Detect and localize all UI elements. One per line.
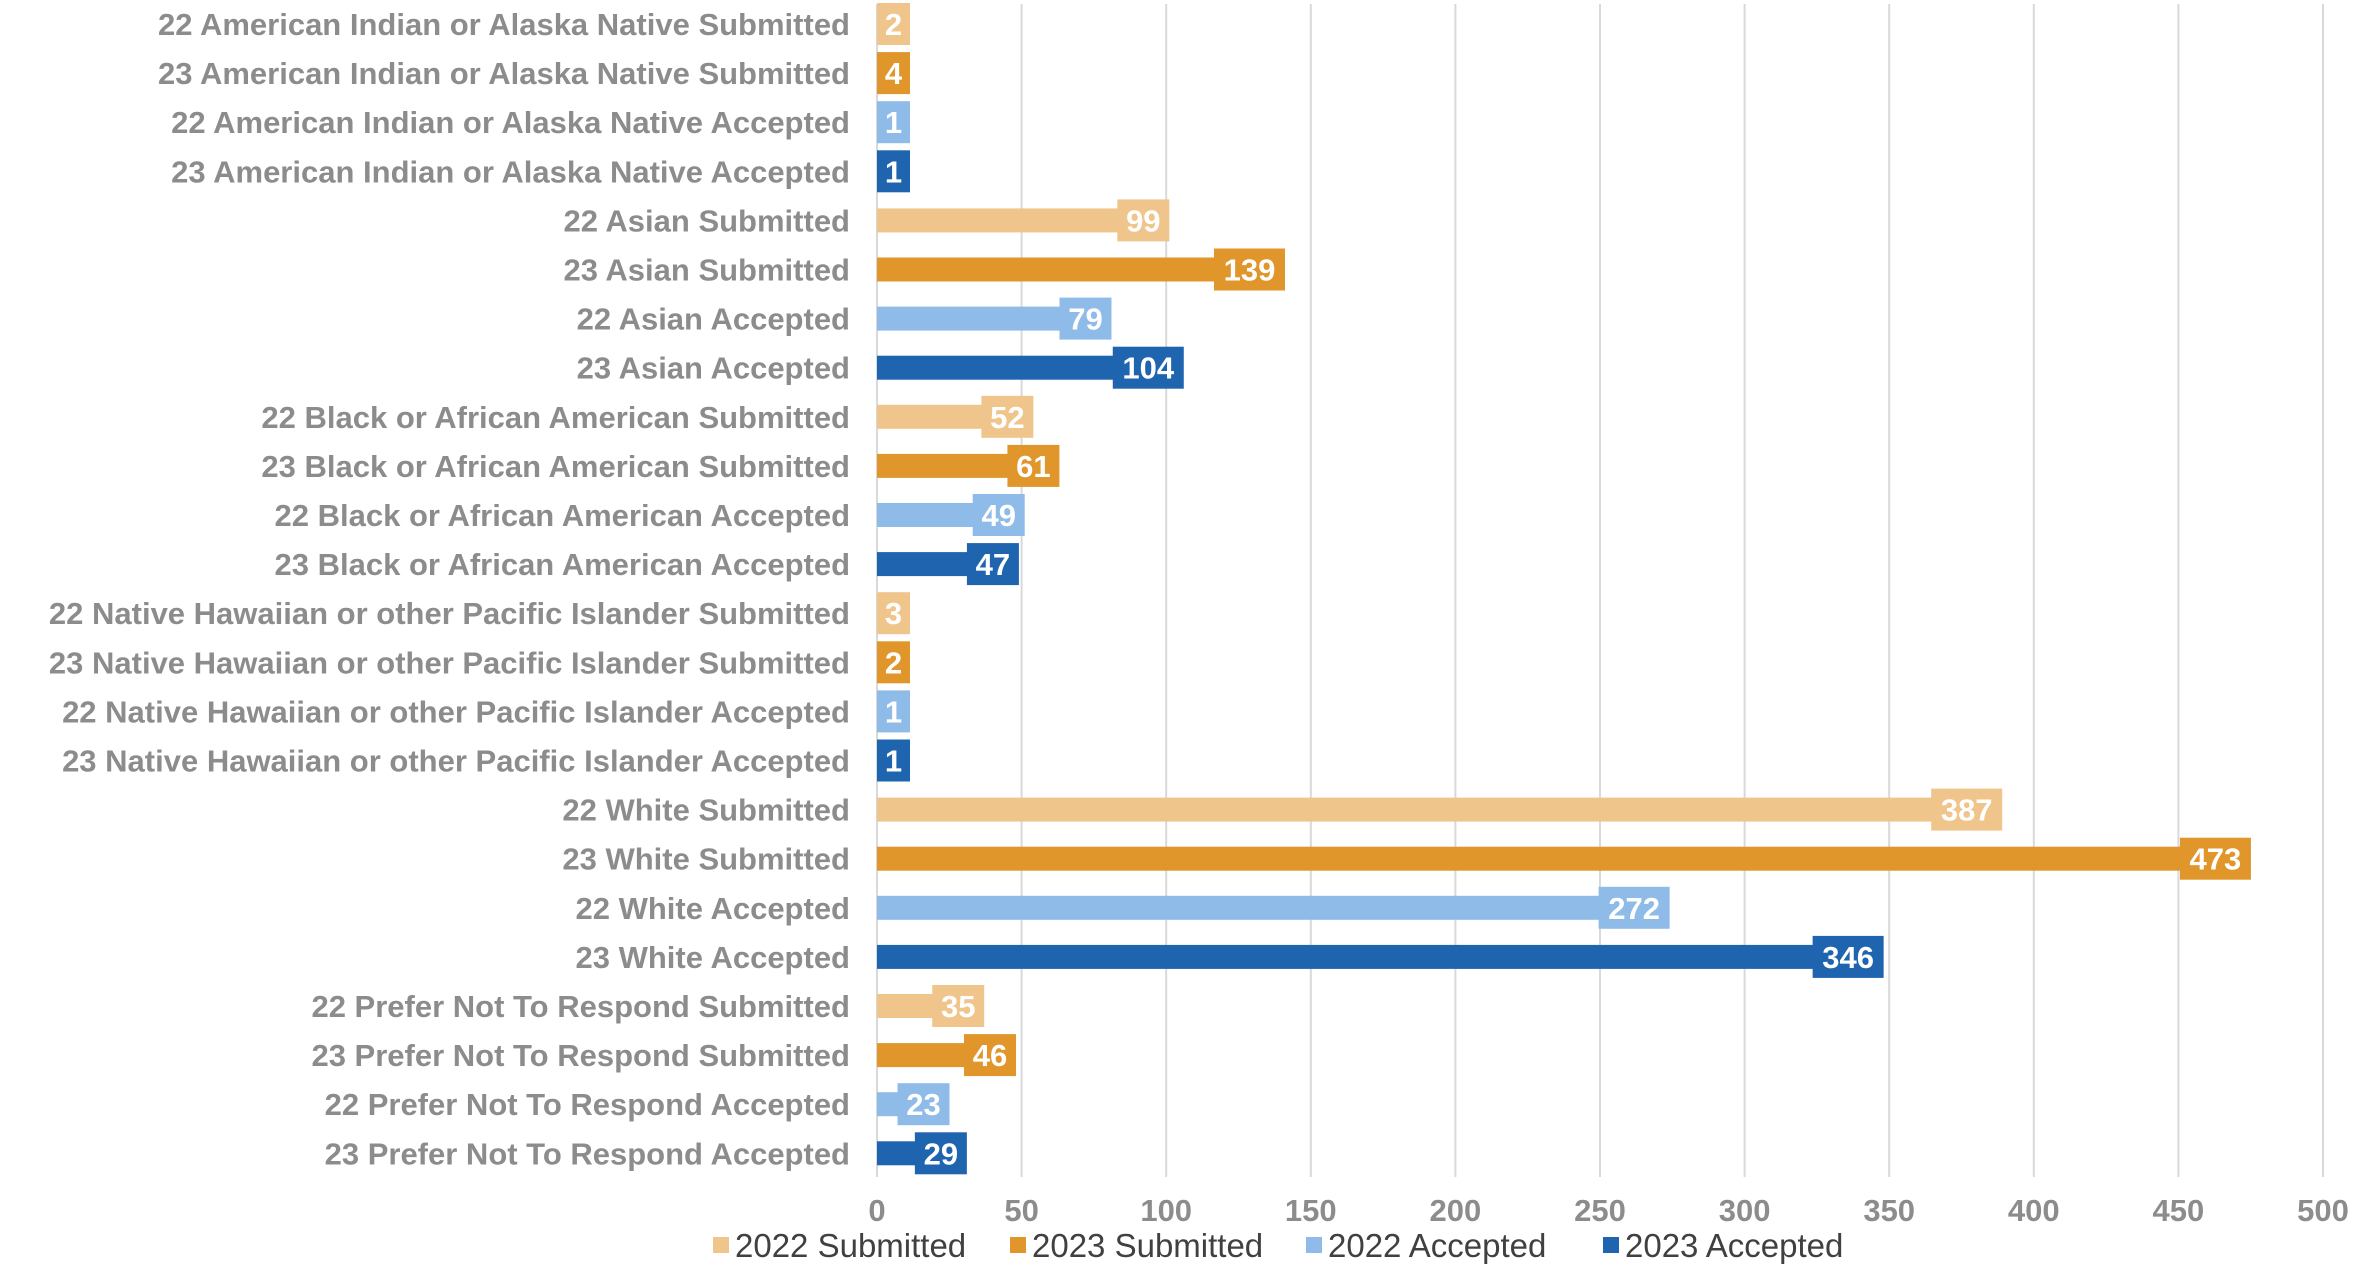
x-tick-label: 500 xyxy=(2297,1193,2349,1228)
category-label: 22 Asian Accepted xyxy=(577,302,850,337)
data-label: 79 xyxy=(1068,302,1102,337)
category-label: 23 Black or African American Submitted xyxy=(261,449,850,484)
data-label: 46 xyxy=(973,1038,1007,1073)
x-tick-label: 50 xyxy=(1004,1193,1038,1228)
data-label: 3 xyxy=(885,596,902,631)
legend-swatch xyxy=(713,1237,729,1253)
category-label: 23 White Accepted xyxy=(576,940,850,975)
bar xyxy=(877,944,1878,969)
bar xyxy=(877,208,1164,233)
data-label-box xyxy=(972,494,1025,536)
category-label: 22 Asian Submitted xyxy=(563,203,850,238)
category-label: 23 Asian Accepted xyxy=(577,351,850,386)
data-label: 2 xyxy=(885,7,902,42)
data-label: 47 xyxy=(976,547,1010,582)
category-label: 22 Prefer Not To Respond Submitted xyxy=(311,989,850,1024)
data-label-box xyxy=(966,543,1019,586)
data-label-box xyxy=(877,592,910,635)
data-label-box xyxy=(1931,788,2003,831)
category-label: 22 Black or African American Submitted xyxy=(261,400,850,435)
data-label: 1 xyxy=(885,105,902,140)
category-label: 22 White Submitted xyxy=(562,793,850,828)
data-label: 346 xyxy=(1822,940,1874,975)
data-label-box xyxy=(914,1132,967,1175)
x-tick-label: 0 xyxy=(868,1193,885,1228)
data-label-box xyxy=(1059,297,1112,340)
legend-swatch xyxy=(1603,1237,1619,1253)
data-label: 35 xyxy=(941,989,975,1024)
data-label: 49 xyxy=(981,498,1015,533)
category-label: 23 Native Hawaiian or other Pacific Isla… xyxy=(62,744,850,779)
category-label: 23 Asian Submitted xyxy=(563,253,850,288)
x-tick-label: 150 xyxy=(1285,1193,1337,1228)
data-label-box xyxy=(877,641,910,684)
data-label-box xyxy=(877,3,910,45)
category-label: 23 Prefer Not To Respond Accepted xyxy=(325,1136,850,1171)
category-label: 22 American Indian or Alaska Native Acce… xyxy=(171,105,850,140)
data-label: 61 xyxy=(1016,449,1050,484)
x-tick-label: 200 xyxy=(1430,1193,1482,1228)
data-label: 387 xyxy=(1941,793,1993,828)
data-label-box xyxy=(1112,346,1184,389)
data-label: 29 xyxy=(924,1136,958,1171)
data-label-box xyxy=(1598,886,1670,929)
legend-swatch xyxy=(1010,1237,1026,1253)
data-label: 104 xyxy=(1122,351,1174,386)
x-tick-label: 250 xyxy=(1574,1193,1626,1228)
category-label: 23 American Indian or Alaska Native Acce… xyxy=(171,154,850,189)
x-tick-label: 400 xyxy=(2008,1193,2060,1228)
data-label-box xyxy=(877,150,910,193)
data-label: 1 xyxy=(885,744,902,779)
category-label: 22 White Accepted xyxy=(576,891,850,926)
data-label-box xyxy=(877,690,910,733)
x-tick-label: 350 xyxy=(1863,1193,1915,1228)
bar xyxy=(877,846,2245,871)
bar xyxy=(877,797,1997,822)
category-label: 23 Native Hawaiian or other Pacific Isla… xyxy=(49,645,850,680)
data-label-box xyxy=(897,1083,950,1126)
data-label-box xyxy=(964,1034,1017,1077)
data-label-box xyxy=(877,52,910,95)
data-label: 139 xyxy=(1224,253,1276,288)
category-label: 23 Prefer Not To Respond Submitted xyxy=(311,1038,850,1073)
category-label: 22 American Indian or Alaska Native Subm… xyxy=(158,7,850,42)
data-label-box xyxy=(1213,248,1285,291)
data-label-box xyxy=(1007,444,1060,487)
data-label-box xyxy=(877,739,910,782)
x-tick-label: 100 xyxy=(1140,1193,1192,1228)
data-label-box xyxy=(2179,837,2251,880)
bar xyxy=(877,895,1664,920)
data-label: 99 xyxy=(1126,203,1160,238)
data-label: 473 xyxy=(2190,842,2242,877)
category-label: 23 Black or African American Accepted xyxy=(275,547,850,582)
category-label: 23 American Indian or Alaska Native Subm… xyxy=(158,56,850,91)
data-label: 2 xyxy=(885,645,902,680)
data-label: 1 xyxy=(885,154,902,189)
data-label-box xyxy=(981,395,1034,438)
category-label: 22 Black or African American Accepted xyxy=(275,498,850,533)
data-label-box xyxy=(877,101,910,144)
bar xyxy=(877,257,1279,282)
data-label: 1 xyxy=(885,694,902,729)
data-label: 52 xyxy=(990,400,1024,435)
legend-label: 2023 Accepted xyxy=(1625,1227,1843,1264)
category-label: 22 Native Hawaiian or other Pacific Isla… xyxy=(62,694,850,729)
legend-label: 2022 Accepted xyxy=(1328,1227,1546,1264)
legend-label: 2022 Submitted xyxy=(735,1227,966,1264)
data-label: 4 xyxy=(885,56,903,91)
legend-swatch xyxy=(1306,1237,1322,1253)
category-label: 22 Native Hawaiian or other Pacific Isla… xyxy=(49,596,850,631)
category-label: 23 White Submitted xyxy=(562,842,850,877)
legend-label: 2023 Submitted xyxy=(1032,1227,1263,1264)
x-tick-label: 300 xyxy=(1719,1193,1771,1228)
data-label: 23 xyxy=(906,1087,940,1122)
data-label: 272 xyxy=(1608,891,1660,926)
data-label-box xyxy=(1117,199,1170,242)
x-tick-label: 450 xyxy=(2153,1193,2205,1228)
data-label-box xyxy=(932,985,985,1027)
category-label: 22 Prefer Not To Respond Accepted xyxy=(325,1087,850,1122)
data-label-box xyxy=(1812,935,1884,978)
